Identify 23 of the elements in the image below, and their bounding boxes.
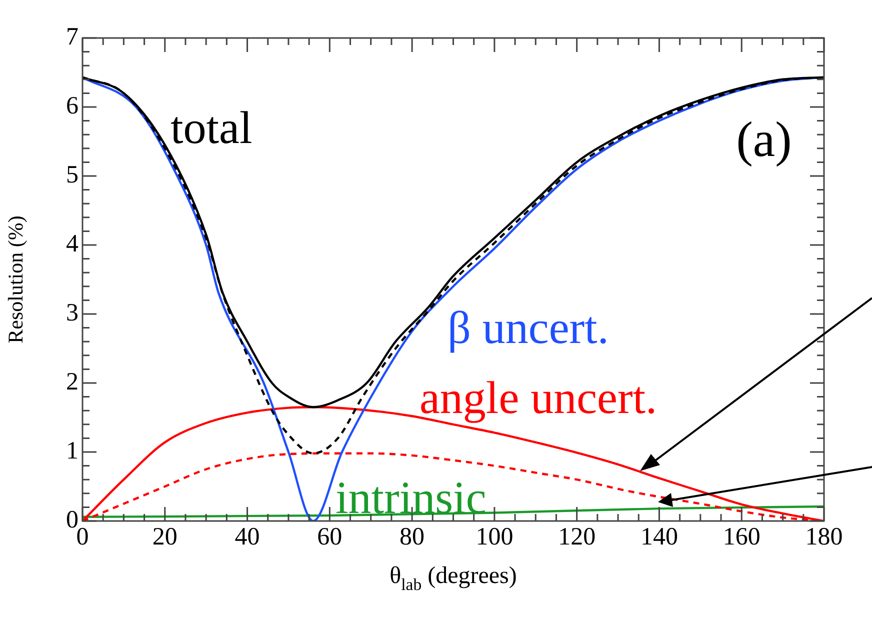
y-tick-label: 4 [66, 230, 79, 258]
x-tick-label: 120 [558, 524, 596, 551]
annotation: (a) [736, 111, 792, 168]
series-label: total [170, 102, 252, 153]
series-label: intrinsic [336, 472, 486, 523]
series-label: angle uncert. [420, 372, 658, 423]
y-tick-label: 7 [66, 24, 78, 51]
series-label: β uncert. [448, 302, 609, 353]
x-tick-label: 80 [400, 524, 425, 551]
x-tick-label: 40 [234, 524, 260, 551]
y-tick-label: 5 [66, 162, 78, 189]
y-tick-label: 3 [66, 300, 78, 327]
y-tick-label: 6 [66, 92, 78, 120]
y-tick-label: 2 [66, 368, 78, 396]
x-tick-label: 140 [640, 524, 678, 551]
y-tick-label: 1 [66, 438, 78, 465]
x-tick-label: 20 [152, 524, 178, 551]
x-tick-label: 160 [722, 524, 760, 551]
x-tick-label: 180 [805, 524, 843, 551]
y-axis-title: Resolution (%) [4, 216, 28, 344]
y-tick-label: 0 [66, 506, 78, 534]
x-tick-label: 100 [476, 524, 514, 551]
x-tick-label: 60 [317, 524, 342, 551]
